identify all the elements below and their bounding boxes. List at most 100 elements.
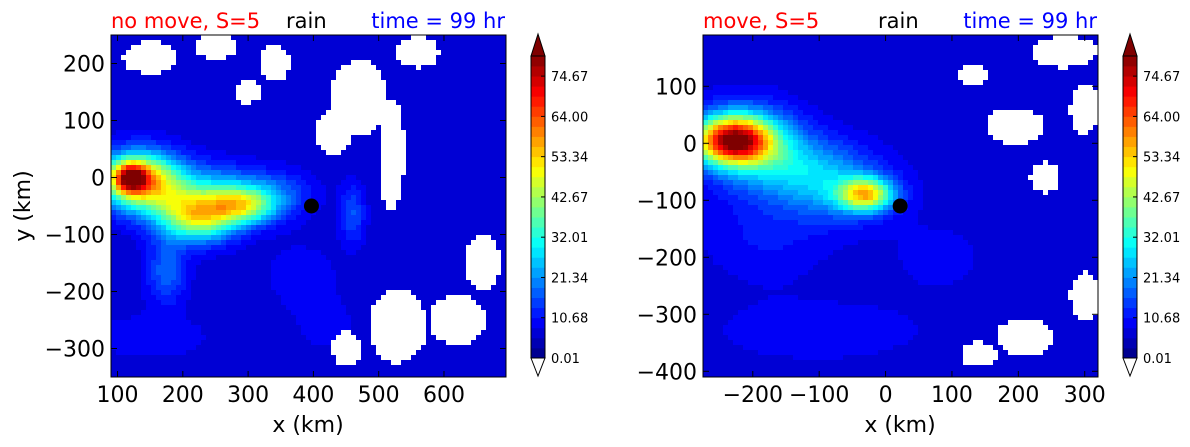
- x-tick-label: 200: [162, 383, 204, 408]
- colorbar-tick-label: 64.00: [551, 110, 588, 125]
- y-tick-label: 100: [63, 110, 105, 135]
- colorbar-level: [531, 247, 545, 258]
- y-tick-label: −400: [637, 360, 697, 385]
- colorbar-level: [531, 347, 545, 359]
- x-tick-label: 600: [423, 383, 465, 408]
- colorbar-level: [1123, 227, 1137, 238]
- y-tick-label: 200: [63, 53, 105, 78]
- colorbar-level: [1123, 307, 1137, 319]
- colorbar-frame: [530, 55, 546, 359]
- y-tick-label: −200: [637, 246, 697, 271]
- colorbar-level: [1123, 287, 1137, 298]
- colorbar-level: [1123, 86, 1137, 97]
- colorbar-level: [1123, 126, 1137, 137]
- y-tick-label: 0: [91, 167, 105, 192]
- x-tick-label: 0: [879, 383, 893, 408]
- colorbar-level: [531, 227, 545, 238]
- colorbar-level: [531, 166, 545, 178]
- colorbar-tick-label: 32.01: [1143, 231, 1180, 246]
- panel2-axes-frame: [702, 34, 1099, 378]
- panel-no-move: no move, S=5 rain time = 99 hr 100 200 300…: [11, 9, 507, 438]
- colorbar-tick-label: 42.67: [1143, 191, 1180, 206]
- colorbar-level: [531, 86, 545, 97]
- y-tick-label: −300: [45, 338, 105, 363]
- colorbar-level: [1123, 176, 1137, 188]
- colorbar-level: [531, 337, 545, 349]
- panel1-title-left: no move, S=5: [111, 9, 260, 33]
- colorbar-level: [1123, 217, 1137, 228]
- colorbar-tick-label: 10.68: [1143, 312, 1180, 327]
- colorbar-level: [1123, 76, 1137, 87]
- panel2-y-ticks: −400 −300 −200 −100 0 100: [637, 75, 1098, 385]
- colorbar-tick-label: 21.34: [551, 271, 588, 286]
- colorbar-tick-label: 32.01: [551, 231, 588, 246]
- colorbar-level: [1123, 156, 1137, 168]
- colorbar-level: [1123, 317, 1137, 329]
- panel2-colorbar: 0.01 10.68 21.34 32.01 42.67 53.34 64.00 74.67: [1122, 32, 1180, 378]
- x-tick-label: −100: [789, 383, 849, 408]
- panel-move: move, S=5 rain time = 99 hr −200 −100 0 100…: [637, 9, 1106, 438]
- colorbar-level: [531, 76, 545, 87]
- colorbar-level: [531, 317, 545, 329]
- colorbar-tick-label: 74.67: [1143, 70, 1180, 85]
- colorbar-level: [1123, 237, 1137, 248]
- colorbar-level: [531, 156, 545, 168]
- colorbar-tick-label: 21.34: [1143, 271, 1180, 286]
- panel2-title-left: move, S=5: [703, 9, 819, 33]
- storm-center-dot: [303, 198, 319, 214]
- colorbar-level: [531, 146, 545, 158]
- y-tick-label: −300: [637, 303, 697, 328]
- y-tick-label: −200: [45, 281, 105, 306]
- colorbar-level: [1123, 327, 1137, 339]
- colorbar-level: [531, 257, 545, 268]
- colorbar-tick-label: 53.34: [1143, 151, 1180, 166]
- y-tick-label: −100: [45, 224, 105, 249]
- panel2-title-center: rain: [878, 9, 919, 33]
- colorbar-level: [531, 126, 545, 137]
- colorbar-level: [531, 217, 545, 228]
- x-tick-label: 200: [997, 383, 1039, 408]
- colorbar-extend-max: [1122, 32, 1138, 57]
- colorbar-tick-label: 42.67: [551, 191, 588, 206]
- panel2-x-axis-label: x (km): [864, 413, 935, 438]
- colorbar-level: [1123, 166, 1137, 178]
- colorbar-level: [1123, 66, 1137, 77]
- panel1-y-axis-label: y (km): [11, 170, 36, 241]
- panel2-title-right: time = 99 hr: [963, 9, 1097, 33]
- colorbar-extend-min: [530, 357, 546, 378]
- colorbar-level: [531, 176, 545, 188]
- storm-center-dot: [892, 198, 908, 214]
- colorbar-level: [531, 186, 545, 198]
- panel1-y-ticks: −300 −200 −100 0 100 200: [45, 53, 506, 363]
- colorbar-level: [1123, 136, 1137, 147]
- colorbar-level: [1123, 267, 1137, 278]
- colorbar-level: [531, 297, 545, 309]
- panel2-x-ticks: −200 −100 0 100 200 300: [723, 35, 1106, 408]
- colorbar-level: [531, 96, 545, 107]
- panel2-contour-field: [703, 35, 1099, 378]
- colorbar-tick-label: 74.67: [551, 70, 588, 85]
- x-tick-label: 400: [292, 383, 334, 408]
- colorbar-level: [531, 56, 545, 67]
- colorbar-level: [531, 66, 545, 77]
- colorbar-level: [531, 196, 545, 208]
- colorbar-level: [1123, 186, 1137, 198]
- colorbar-tick-label: 64.00: [1143, 110, 1180, 125]
- colorbar-level: [531, 116, 545, 127]
- colorbar-tick-label: 53.34: [551, 151, 588, 166]
- x-tick-label: 500: [358, 383, 400, 408]
- colorbar-level: [1123, 196, 1137, 208]
- panel1-title-right: time = 99 hr: [371, 9, 505, 33]
- y-tick-label: 100: [655, 75, 697, 100]
- colorbar-level: [1123, 247, 1137, 258]
- colorbar-level: [1123, 257, 1137, 268]
- panel1-storm-center-marker: [303, 198, 319, 214]
- x-tick-label: 300: [227, 383, 269, 408]
- colorbar-level: [1123, 146, 1137, 158]
- colorbar-level: [531, 136, 545, 147]
- colorbar-level: [1123, 116, 1137, 127]
- colorbar-level: [531, 207, 545, 218]
- panel2-storm-center-marker: [892, 198, 908, 214]
- colorbar-level: [1123, 207, 1137, 218]
